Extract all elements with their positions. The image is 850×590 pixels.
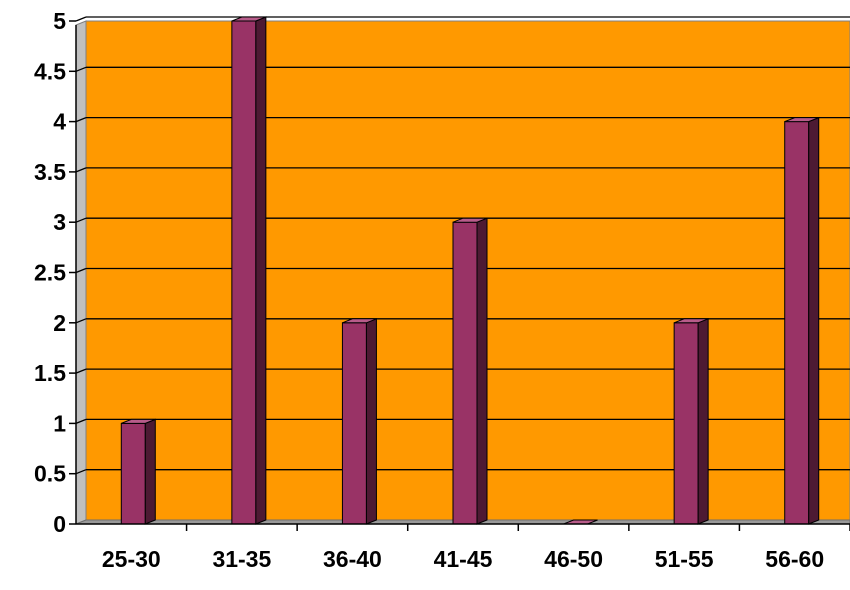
bar-top: [231, 16, 267, 22]
bar-front: [784, 121, 810, 525]
bar-51-55: [673, 318, 709, 525]
y-tick-label: 4.5: [34, 58, 66, 84]
x-tick-label: 31-35: [212, 546, 271, 572]
y-tick-label: 2.5: [34, 260, 66, 286]
bar-front: [452, 221, 478, 525]
bar-side: [808, 116, 820, 525]
bar-top: [342, 318, 377, 324]
y-tick-label: 2: [53, 310, 66, 336]
bar-side: [255, 16, 267, 525]
bar-front: [341, 322, 367, 525]
grid-line-depth: [75, 318, 87, 324]
bar-top: [121, 418, 156, 424]
grid-line-depth: [75, 418, 87, 425]
grid-line-depth: [75, 16, 87, 22]
x-tick-label: 41-45: [434, 546, 493, 572]
grid-line-depth: [75, 469, 87, 475]
y-tick-label: 3.5: [34, 159, 66, 185]
bar-front: [231, 20, 257, 525]
bar-side: [476, 217, 488, 525]
grid-line-depth: [75, 116, 87, 123]
bar-top: [452, 217, 488, 223]
bar-side: [697, 318, 709, 525]
y-tick-label: 1: [53, 410, 66, 436]
grid-line-depth: [75, 217, 87, 223]
y-tick-label: 4: [53, 109, 66, 135]
bar-front: [120, 422, 146, 525]
y-tick-label: 0: [53, 511, 66, 537]
bar-top: [784, 117, 819, 123]
bar-front: [673, 322, 699, 525]
y-tick-label: 1.5: [34, 360, 66, 386]
grid-line-depth: [75, 66, 87, 72]
x-tick-label: 51-55: [655, 546, 714, 572]
bar-side: [365, 318, 377, 525]
bar-25-30: [120, 418, 156, 525]
y-tick-label: 5: [53, 8, 66, 34]
x-tick-label: 46-50: [544, 546, 603, 572]
y-tick-label: 3: [53, 209, 66, 235]
bar-56-60: [784, 116, 820, 525]
bar-side: [144, 418, 156, 525]
grid-line-depth: [75, 368, 87, 374]
tick-labels: 0 0.5 1 1.5 2 2.5 3 3.5 4 4.5 5 25-30 31-35 36-40 41-4…: [34, 8, 824, 572]
grid-line-depth: [75, 167, 87, 173]
bar-top: [673, 318, 709, 324]
x-tick-label: 56-60: [765, 546, 824, 572]
x-tick-label: 36-40: [323, 546, 382, 572]
bar-41-45: [452, 217, 488, 525]
axes: [69, 20, 850, 531]
x-tick-label: 25-30: [102, 546, 161, 572]
y-tick-label: 0.5: [34, 461, 66, 487]
bar-31-35: [231, 16, 267, 525]
bar-36-40: [341, 318, 377, 525]
grid-line-depth: [75, 267, 87, 274]
